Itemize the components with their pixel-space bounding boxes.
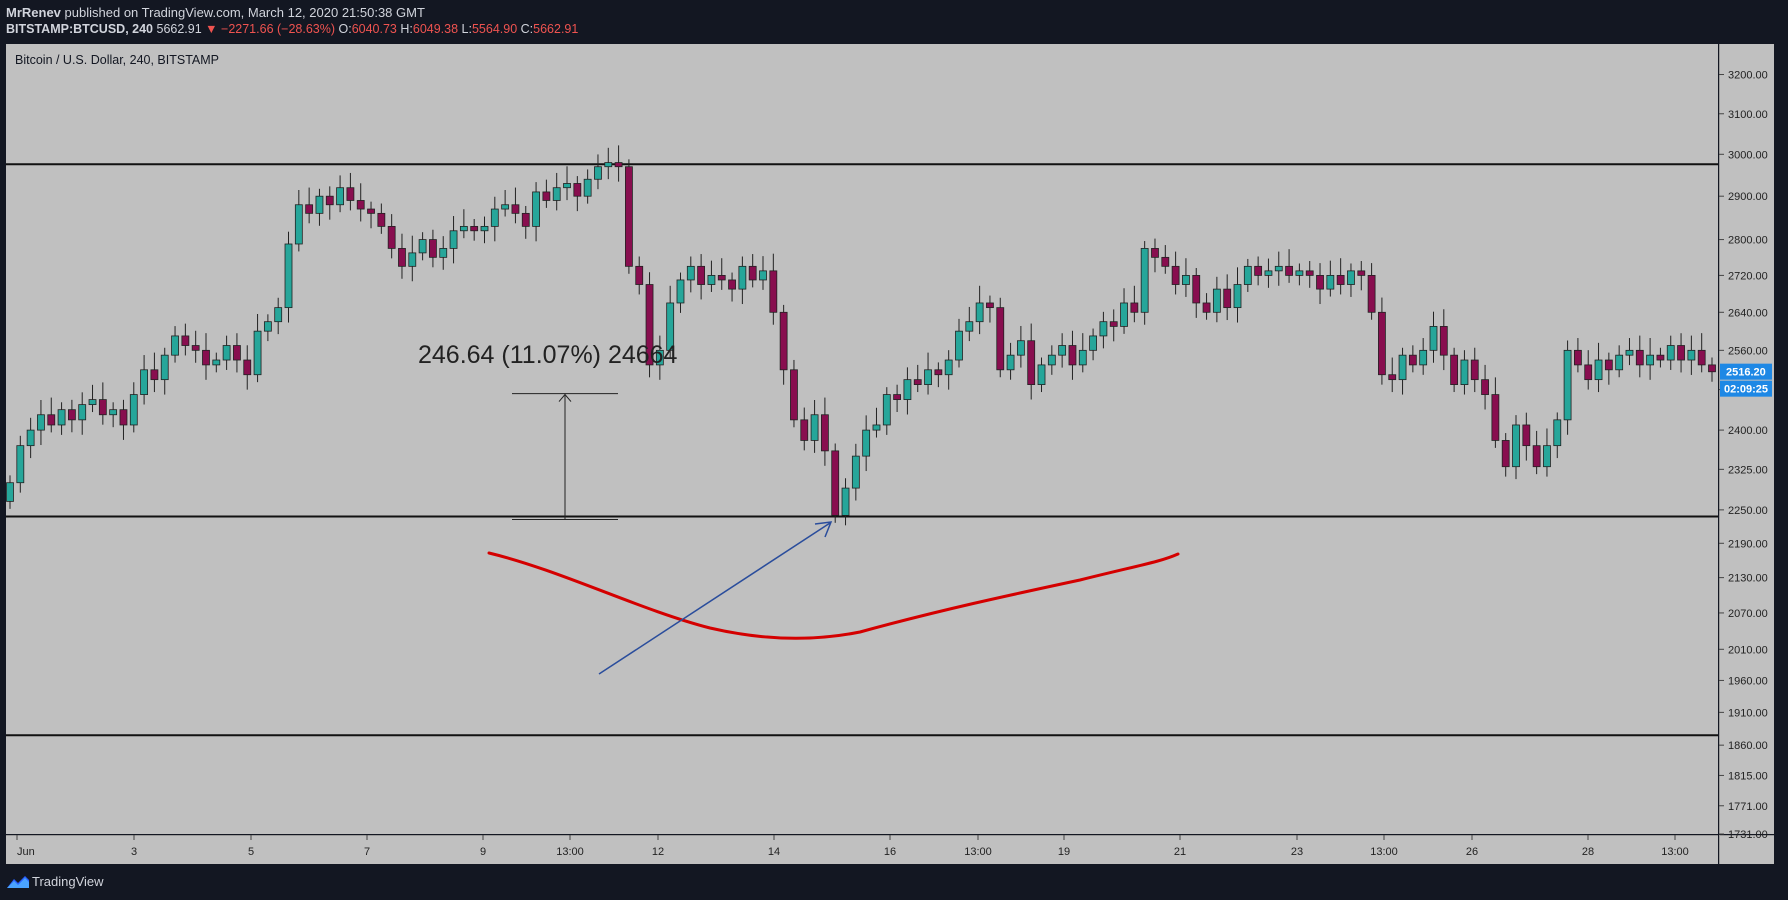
axis-corner	[1719, 835, 1774, 864]
publish-header: MrRenev published on TradingView.com, Ma…	[0, 0, 1788, 42]
open-value: 6040.73	[351, 22, 397, 36]
chart-title: Bitcoin / U.S. Dollar, 240, BITSTAMP	[15, 53, 220, 67]
high-label: H:	[400, 22, 413, 36]
ohlc-legend: BITSTAMP:BTCUSD, 240 5662.91 ▼ −2271.66 …	[6, 22, 578, 36]
change-value: −2271.66 (−28.63%)	[221, 22, 336, 36]
publish-info: MrRenev published on TradingView.com, Ma…	[6, 5, 425, 20]
tradingview-brand[interactable]: TradingView	[32, 874, 104, 889]
high-value: 6049.38	[412, 22, 459, 36]
close-label: C:	[520, 22, 534, 36]
footer-bar: TradingView	[0, 864, 1788, 900]
time-axis[interactable]	[6, 835, 1718, 864]
close-value: 5662.91	[533, 22, 579, 36]
symbol-label: BITSTAMP:BTCUSD, 240	[6, 22, 154, 36]
tradingview-logo-icon[interactable]	[6, 874, 30, 890]
price-axis[interactable]	[1719, 44, 1774, 834]
open-label: O:	[338, 22, 352, 36]
last-price: 5662.91	[156, 22, 202, 36]
chart-pane[interactable]	[6, 44, 1718, 834]
low-value: 5564.90	[471, 22, 518, 36]
published-text: published on TradingView.com, March 12, …	[64, 5, 425, 20]
low-label: L:	[461, 22, 472, 36]
down-triangle-icon: ▼	[205, 22, 218, 36]
author-name[interactable]: MrRenev	[6, 5, 61, 20]
